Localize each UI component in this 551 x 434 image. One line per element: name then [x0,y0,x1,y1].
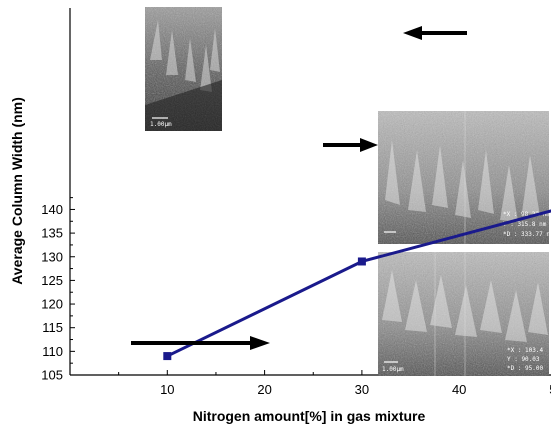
y-tick-label-135: 135 [41,226,63,241]
x-tick-label-40: 40 [452,382,466,397]
data-markers [163,257,366,361]
y-tick-label-105: 105 [41,368,63,383]
x-tick-label-10: 10 [160,382,174,397]
x-tick-label-50: 50 [549,382,551,397]
x-tick-label-20: 20 [257,382,271,397]
arrow-to-sem-10 [131,336,270,350]
arrow-to-sem-30 [323,138,378,152]
y-tick-label-140: 140 [41,202,63,217]
sem-readout-10-d: *D : 95.00 [507,365,544,372]
data-point-30 [357,257,366,266]
x-axis-title: Nitrogen amount[%] in gas mixture [193,408,426,424]
y-tick-label-130: 130 [41,249,63,264]
x-axis-ticks: 10 20 30 40 50 [118,370,551,397]
sem-readout-30-y: Y : 315.8 nm [503,221,547,228]
x-tick-label-30: 30 [355,382,369,397]
data-point-10 [163,352,172,361]
y-tick-label-110: 110 [42,344,63,359]
sem-readout-30-d: *D : 333.77 n [503,231,550,238]
y-axis-title: Average Column Width (nm) [9,97,25,285]
sem-readout-10-y: Y : 90.03 [507,356,540,363]
y-axis-ticks: 105 110 115 120 125 130 135 140 [41,197,75,383]
sem-image-30: *X : 98.22 nm Y : 315.8 nm *D : 333.77 n [378,111,550,244]
sem-readout-10-x: *X : 103.4 [507,347,544,354]
y-tick-label-125: 125 [41,273,63,288]
sem-scale-label-50: 1.00μm [150,121,172,128]
sem-readout-30-x: *X : 98.22 nm [503,211,550,218]
sem-scale-label-10: 1.00μm [382,366,404,373]
sem-image-50: 1.00μm [145,7,222,131]
y-tick-label-115: 115 [42,320,63,335]
annotation-arrows [131,26,467,350]
arrow-to-sem-50 [403,26,467,40]
y-tick-label-120: 120 [41,297,63,312]
sem-image-10: 1.00μm *X : 103.4 Y : 90.03 *D : 95.00 [378,252,549,376]
